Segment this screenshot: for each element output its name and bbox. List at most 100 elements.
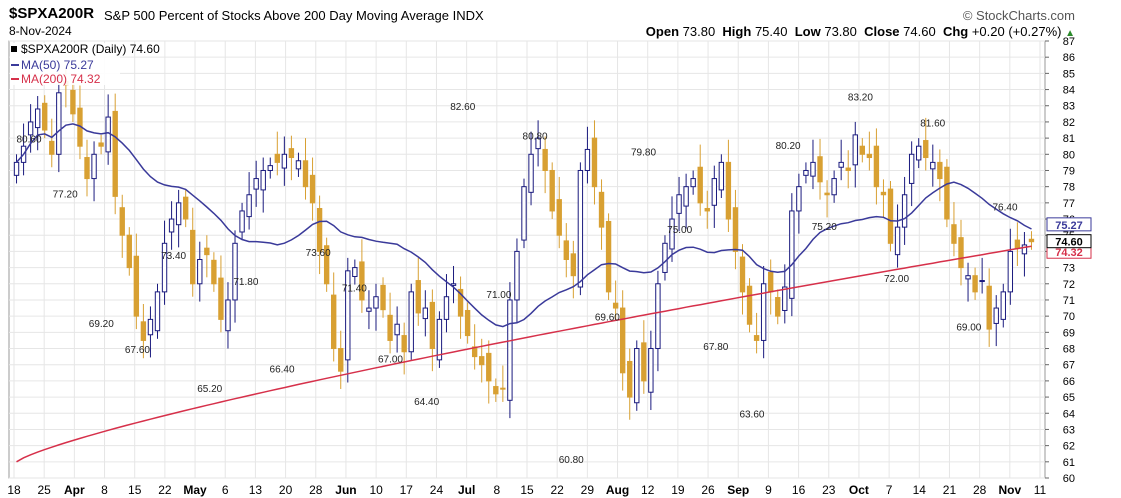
candle-body xyxy=(479,356,485,366)
candle xyxy=(951,202,957,257)
candle-body xyxy=(190,229,196,285)
candle xyxy=(605,213,612,300)
y-tick-label: 81 xyxy=(1063,133,1075,145)
x-tick-label: 8 xyxy=(101,483,108,497)
candle-body xyxy=(147,318,154,336)
candle xyxy=(140,304,147,359)
candle-body xyxy=(161,242,168,293)
candle xyxy=(873,128,880,205)
candle xyxy=(930,144,936,187)
candle xyxy=(464,302,471,344)
x-tick-label: 25 xyxy=(37,483,51,497)
candle-body xyxy=(13,161,20,176)
candle-body xyxy=(732,207,739,252)
candle xyxy=(175,189,182,248)
candle xyxy=(91,141,97,202)
candle xyxy=(366,290,372,330)
candle-body xyxy=(655,283,661,350)
candle-body xyxy=(887,188,894,244)
x-tick-label: 18 xyxy=(7,483,21,497)
candle xyxy=(408,283,414,360)
candle xyxy=(232,230,238,323)
candle-body xyxy=(965,275,971,280)
annotation-label: 73.60 xyxy=(306,248,331,259)
candle-body xyxy=(789,210,795,299)
candle-body xyxy=(232,242,238,301)
candle-body xyxy=(718,161,725,191)
open-value: 73.80 xyxy=(682,24,716,39)
annotation-label: 67.60 xyxy=(125,345,150,356)
description-text: S&P 500 Percent of Stocks Above 200 Day … xyxy=(104,8,449,23)
annotation-label: 69.60 xyxy=(595,313,620,324)
y-tick-label: 68 xyxy=(1063,344,1075,356)
candle-body xyxy=(768,271,774,293)
candle-body xyxy=(338,348,344,372)
candle-body xyxy=(923,140,929,159)
y-tick-label: 77 xyxy=(1063,198,1075,210)
annotation-label: 71.80 xyxy=(233,277,258,288)
candle-body xyxy=(154,291,161,332)
annotation-label: 67.80 xyxy=(703,342,728,353)
candle-body xyxy=(436,318,443,361)
annotation-label: 82.60 xyxy=(450,102,475,113)
x-tick-label: 21 xyxy=(943,483,957,497)
annotation-label: 69.00 xyxy=(956,322,981,333)
candle-body xyxy=(1014,239,1021,249)
candle-body xyxy=(295,160,302,170)
candle-body xyxy=(1021,244,1028,255)
candle xyxy=(866,131,873,171)
candle-body xyxy=(669,218,675,250)
annotation-label: 83.20 xyxy=(848,93,873,104)
candle xyxy=(147,306,154,358)
chg-label: Chg xyxy=(942,24,969,39)
candle-body xyxy=(831,178,837,196)
candle-body xyxy=(119,207,125,236)
candle-body xyxy=(838,161,844,168)
y-tick-label: 87 xyxy=(1063,36,1075,48)
candle-body xyxy=(993,307,999,324)
y-tick-label: 78 xyxy=(1063,182,1075,194)
candle-body xyxy=(930,161,936,170)
candle xyxy=(669,196,675,262)
candle-body xyxy=(267,165,273,171)
high-label: High xyxy=(722,24,752,39)
candle-body xyxy=(281,153,288,169)
candle xyxy=(190,207,196,297)
x-tick-label: 29 xyxy=(581,483,595,497)
candle xyxy=(549,162,555,220)
legend-ma200: MA(200) 74.32 xyxy=(21,72,101,86)
candle-body xyxy=(901,194,908,228)
ma200-line xyxy=(16,245,1032,463)
candle xyxy=(803,162,809,184)
brand-label[interactable]: © StockCharts.com xyxy=(962,8,1075,23)
candle xyxy=(584,126,591,184)
annotation-label: 77.20 xyxy=(53,190,78,201)
y-tick-label: 67 xyxy=(1063,360,1075,372)
candle-body xyxy=(683,186,689,207)
annotation-label: 66.40 xyxy=(270,364,295,375)
candle-body xyxy=(486,352,492,382)
y-tick-label: 62 xyxy=(1063,441,1075,453)
candle xyxy=(119,194,125,258)
candle-body xyxy=(859,145,866,155)
candle-body xyxy=(288,148,295,159)
candle-body xyxy=(1028,238,1035,243)
candle-body xyxy=(345,270,351,361)
x-tick-label: Jun xyxy=(335,483,356,497)
candle-body xyxy=(648,348,654,393)
low-value: 73.80 xyxy=(824,24,857,39)
candle-body xyxy=(563,240,569,261)
candle-body xyxy=(309,174,316,204)
candle xyxy=(732,189,739,270)
candle xyxy=(908,141,915,207)
ma50-line xyxy=(15,123,1032,328)
candle xyxy=(655,270,661,372)
candle xyxy=(746,278,753,333)
candle-body xyxy=(464,309,471,337)
candle xyxy=(958,219,964,286)
exchange-label: INDX xyxy=(452,8,484,23)
candle-body xyxy=(753,335,760,341)
candle xyxy=(246,172,252,230)
x-tick-label: 12 xyxy=(641,483,655,497)
